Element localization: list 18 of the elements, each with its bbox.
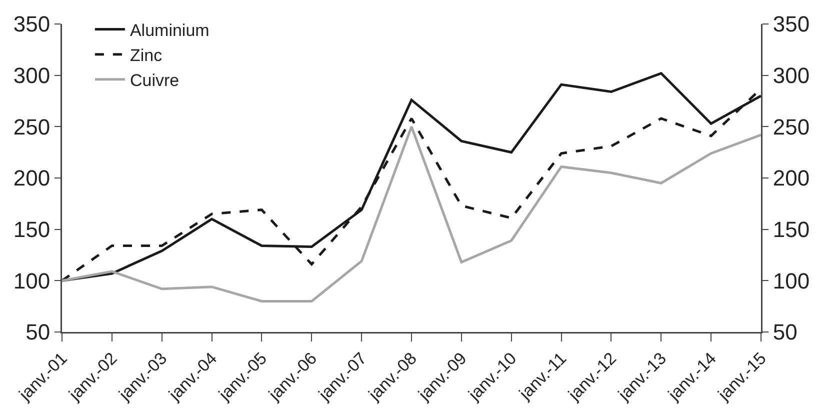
line-series [62,125,761,302]
y2-tick-label: 200 [772,166,810,191]
y2-tick-label: 300 [772,63,810,88]
legend-label: Zinc [130,46,163,65]
y-tick-label: 100 [13,268,50,294]
y2-tick-label: 100 [772,268,810,294]
y-tick-label: 350 [13,12,50,37]
legend-label: Aluminium [130,20,210,40]
y2-tick-label: 150 [772,217,810,242]
y-tick-label: 250 [13,114,50,140]
y2-tick-label: 50 [772,320,798,345]
y-tick-label: 50 [26,320,50,345]
legend-label: Cuivre [130,71,180,90]
y2-tick-label: 250 [772,114,810,140]
y-tick-label: 300 [13,63,50,88]
y2-tick-label: 350 [772,12,810,37]
y-tick-label: 150 [13,217,50,242]
y-tick-label: 200 [13,166,50,191]
